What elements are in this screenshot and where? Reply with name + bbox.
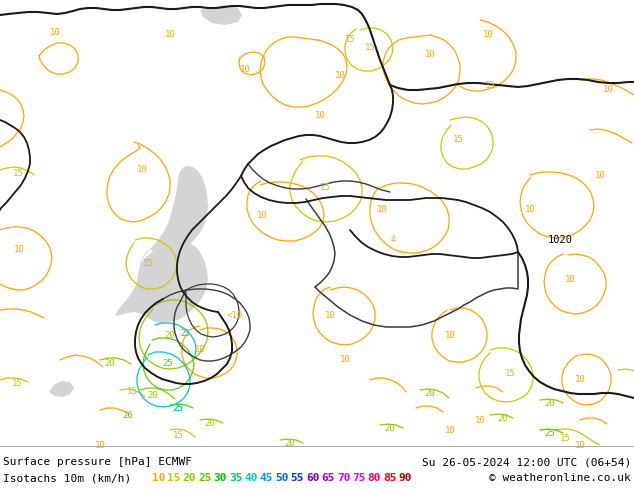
Text: 15: 15 xyxy=(453,136,463,145)
Text: 10: 10 xyxy=(444,425,455,435)
Text: 75: 75 xyxy=(353,473,366,483)
Text: 20: 20 xyxy=(105,359,115,368)
Text: 15: 15 xyxy=(13,169,23,177)
Text: 20: 20 xyxy=(545,398,555,408)
Text: <10: <10 xyxy=(227,311,243,319)
Text: 50: 50 xyxy=(275,473,288,483)
Text: 4: 4 xyxy=(391,236,396,245)
Text: 15: 15 xyxy=(127,388,138,396)
Text: 15: 15 xyxy=(143,259,153,268)
Text: 25: 25 xyxy=(545,428,555,438)
Text: 10: 10 xyxy=(136,166,147,174)
Text: 15: 15 xyxy=(167,473,181,483)
Text: © weatheronline.co.uk: © weatheronline.co.uk xyxy=(489,473,631,483)
Text: 55: 55 xyxy=(290,473,304,483)
Text: 15: 15 xyxy=(172,431,183,440)
Text: 20: 20 xyxy=(205,418,216,427)
Text: 10: 10 xyxy=(13,245,24,254)
Text: 15: 15 xyxy=(365,44,375,52)
Text: 40: 40 xyxy=(244,473,258,483)
Polygon shape xyxy=(115,242,208,323)
Text: 10: 10 xyxy=(444,330,455,340)
Text: 10: 10 xyxy=(195,345,205,354)
Text: 25: 25 xyxy=(163,359,173,368)
Text: 10: 10 xyxy=(165,30,176,40)
Text: 10: 10 xyxy=(152,473,165,483)
Text: 10: 10 xyxy=(574,375,585,385)
Text: 25: 25 xyxy=(198,473,212,483)
Text: 10: 10 xyxy=(524,205,535,215)
Text: 10: 10 xyxy=(425,50,436,59)
Text: 60: 60 xyxy=(306,473,320,483)
Text: 45: 45 xyxy=(260,473,273,483)
Text: 15: 15 xyxy=(484,80,495,90)
Text: 15: 15 xyxy=(505,369,515,378)
Text: 10: 10 xyxy=(257,211,268,220)
Text: Surface pressure [hPa] ECMWF: Surface pressure [hPa] ECMWF xyxy=(3,457,192,467)
Text: 10: 10 xyxy=(49,28,60,38)
Text: 10: 10 xyxy=(325,311,335,319)
Text: 25: 25 xyxy=(180,329,190,339)
Text: 70: 70 xyxy=(337,473,351,483)
Text: 10: 10 xyxy=(475,416,486,424)
Text: 20: 20 xyxy=(165,330,176,340)
Text: 10: 10 xyxy=(565,275,576,285)
Polygon shape xyxy=(140,166,208,265)
Text: 20: 20 xyxy=(425,389,436,397)
Text: 25: 25 xyxy=(173,403,183,413)
Text: 90: 90 xyxy=(398,473,412,483)
Text: 10: 10 xyxy=(595,171,605,179)
Text: 26: 26 xyxy=(122,411,133,419)
Text: 10: 10 xyxy=(377,205,387,215)
Text: 20: 20 xyxy=(183,473,197,483)
Polygon shape xyxy=(49,381,74,397)
Text: 65: 65 xyxy=(321,473,335,483)
Text: 80: 80 xyxy=(368,473,381,483)
Text: 10: 10 xyxy=(340,356,351,365)
Polygon shape xyxy=(200,5,242,25)
Text: Isotachs 10m (km/h): Isotachs 10m (km/h) xyxy=(3,473,138,483)
Text: 20: 20 xyxy=(498,414,508,422)
Text: 15: 15 xyxy=(560,434,571,442)
Text: 20: 20 xyxy=(385,423,396,433)
Text: 30: 30 xyxy=(214,473,227,483)
Text: 35: 35 xyxy=(229,473,242,483)
Text: 10: 10 xyxy=(482,30,493,40)
Text: 10: 10 xyxy=(240,66,250,74)
Text: 10: 10 xyxy=(335,71,346,79)
Text: 15: 15 xyxy=(345,35,356,45)
Text: Su 26-05-2024 12:00 UTC (06+54): Su 26-05-2024 12:00 UTC (06+54) xyxy=(422,457,631,467)
Text: 15: 15 xyxy=(320,183,330,193)
Text: 10: 10 xyxy=(314,111,325,120)
Text: 85: 85 xyxy=(383,473,396,483)
Text: 20: 20 xyxy=(285,439,295,447)
Text: 20: 20 xyxy=(148,391,158,399)
Text: 10: 10 xyxy=(603,85,613,95)
Text: 25: 25 xyxy=(172,403,183,413)
Text: 10: 10 xyxy=(574,441,585,449)
Text: 10: 10 xyxy=(94,441,105,449)
Text: 15: 15 xyxy=(11,378,22,388)
Text: 1020: 1020 xyxy=(548,235,573,245)
